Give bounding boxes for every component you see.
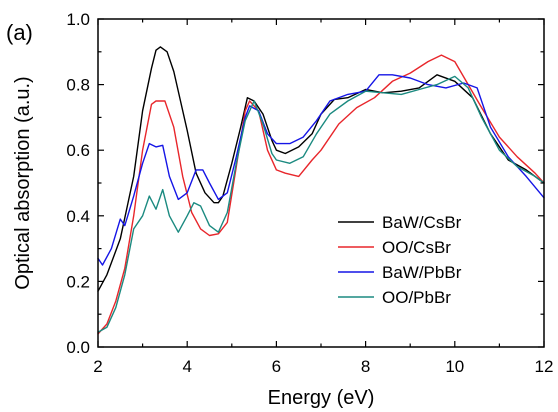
- y-axis-title: Optical absorption (a.u.): [12, 76, 34, 289]
- legend-label-baw-csbr: BaW/CsBr: [382, 213, 462, 232]
- series-line-baw-pbbr: [97, 74, 545, 266]
- x-tick-label: 4: [182, 357, 191, 376]
- series-line-baw-csbr: [97, 46, 545, 292]
- x-tick-label: 6: [272, 357, 281, 376]
- x-tick-label: 12: [535, 357, 554, 376]
- y-tick-label: 0.8: [66, 76, 90, 95]
- y-tick-label: 1.0: [66, 10, 90, 29]
- y-tick-label: 0.2: [66, 272, 90, 291]
- plot-frame: [97, 18, 545, 348]
- series-lines: [97, 46, 545, 335]
- x-axis: 2 4 6 8 10 12: [93, 19, 553, 376]
- legend-label-baw-pbbr: BaW/PbBr: [382, 263, 462, 282]
- x-axis-title: Energy (eV): [268, 387, 375, 409]
- y-tick-label: 0.6: [66, 141, 90, 160]
- x-tick-label: 8: [361, 357, 370, 376]
- x-tick-label: 10: [445, 357, 464, 376]
- x-tick-label: 2: [93, 357, 102, 376]
- y-axis: 0.0 0.2 0.4 0.6 0.8 1.0: [66, 10, 544, 357]
- y-tick-label: 0.0: [66, 338, 90, 357]
- series-line-oo-csbr: [97, 54, 545, 335]
- series-line-oo-pbbr: [97, 75, 545, 333]
- legend-label-oo-csbr: OO/CsBr: [382, 238, 451, 257]
- legend-label-oo-pbbr: OO/PbBr: [382, 288, 451, 307]
- panel-label: (a): [6, 20, 33, 45]
- y-tick-label: 0.4: [66, 207, 90, 226]
- legend: BaW/CsBr OO/CsBr BaW/PbBr OO/PbBr: [338, 213, 462, 307]
